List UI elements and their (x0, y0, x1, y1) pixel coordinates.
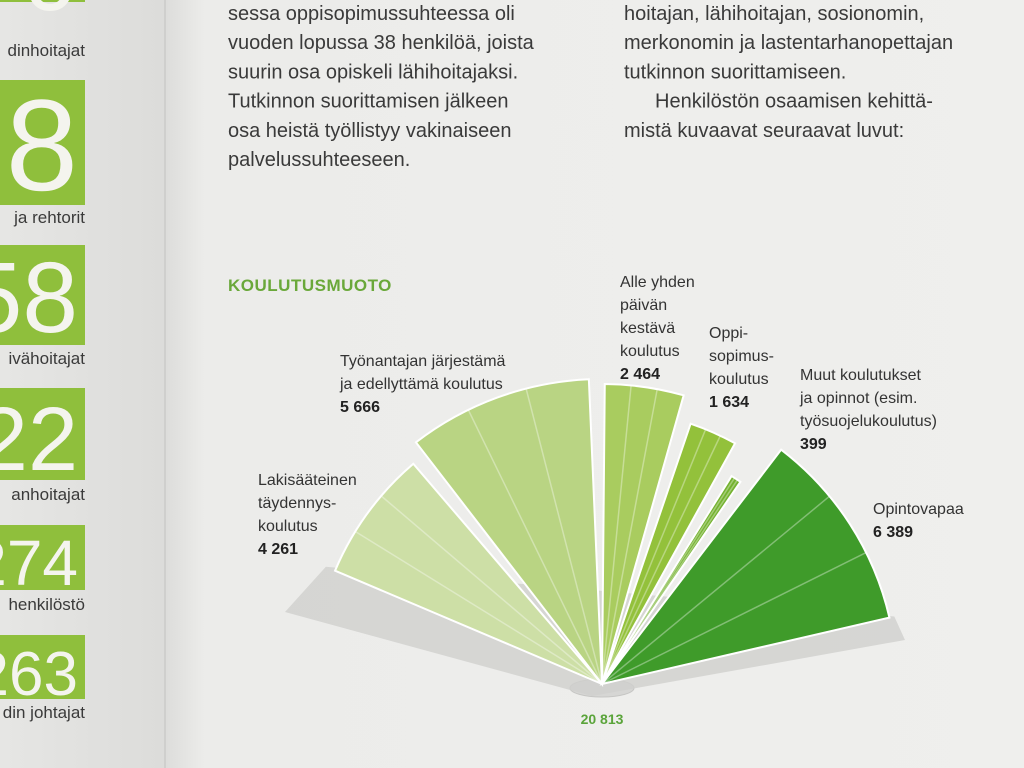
body-line: Henkilöstön osaamisen kehittä- (655, 91, 933, 113)
number-box (0, 388, 85, 480)
fan-segment (333, 462, 603, 685)
body-line: Tutkinnon suorittamisen jälkeen (228, 91, 509, 113)
segment-label: Muut koulutukset (800, 367, 922, 384)
chart-total: 20 813 (581, 711, 624, 727)
fan-segment (601, 474, 742, 685)
segment-value: 1 634 (709, 394, 749, 411)
segment-highlight (601, 428, 707, 685)
segment-label: kestävä (620, 320, 675, 337)
number-box (0, 80, 85, 205)
fan-segment (601, 422, 737, 685)
chart-title: KOULUTUSMUOTO (228, 276, 392, 295)
fan-segment (601, 383, 685, 685)
body-line: osa heistä työllistyy vakinaiseen (228, 120, 511, 142)
sidebar-number: 22 (0, 390, 78, 490)
segment-label: koulutus (709, 371, 769, 388)
sidebar-number: 0 (22, 0, 78, 32)
segment-highlight (601, 479, 739, 685)
fan-chart: Lakisääteinen täydennys-koulutus 4 261 Työn… (258, 274, 964, 696)
segment-label: päivän (620, 297, 667, 314)
segment-label: Opintovapaa (873, 501, 964, 518)
body-line: palvelussuhteeseen. (228, 149, 410, 171)
sidebar-number: 274 (0, 527, 78, 599)
segment-highlight (601, 388, 658, 685)
segment-highlight (467, 409, 603, 685)
body-line: mistä kuvaavat seuraavat luvut: (624, 120, 904, 142)
segment-label: täydennys- (258, 495, 336, 512)
sidebar-number: 263 (0, 640, 78, 709)
segment-value: 6 389 (873, 524, 913, 541)
segment-highlight (525, 388, 603, 685)
fan-segment (599, 448, 891, 686)
segment-label: sopimus- (709, 348, 774, 365)
fan-segment (414, 378, 604, 688)
segment-highlight (380, 495, 603, 685)
segment-highlight (601, 477, 736, 685)
segment-value: 4 261 (258, 541, 298, 558)
sidebar-label: henkilöstö (8, 595, 85, 614)
sidebar-label: dinhoitajat (7, 41, 85, 60)
body-line: hoitajan, lähihoitajan, sosionomin, (624, 3, 924, 25)
segment-highlight (601, 495, 831, 685)
number-box (0, 635, 85, 699)
sidebar-label: anhoitajat (11, 485, 85, 504)
body-line: sessa oppisopimussuhteessa oli (228, 3, 515, 25)
number-box (0, 245, 85, 345)
segment-value: 5 666 (340, 399, 380, 416)
segment-label: Työnantajan järjestämä (340, 353, 506, 370)
segment-label: Alle yhden (620, 274, 695, 291)
text-columns: sessa oppisopimussuhteessa oli vuoden lop… (228, 3, 953, 171)
body-line: vuoden lopussa 38 henkilöä, joista (228, 32, 535, 54)
segment-label: koulutus (620, 343, 680, 360)
number-box (0, 525, 85, 590)
segment-label: ja opinnot (esim. (799, 390, 917, 407)
sidebar-label: ja rehtorit (13, 208, 85, 227)
sidebar-number: 8 (6, 72, 78, 218)
segment-value: 399 (800, 436, 827, 453)
segment-highlight (354, 530, 603, 685)
segment-highlight (601, 551, 867, 685)
segment-value: 2 464 (620, 366, 660, 383)
sidebar-number: 58 (0, 242, 78, 354)
sidebar-label: din johtajat (3, 703, 86, 722)
body-line: suurin osa opiskeli lähihoitajaksi. (228, 61, 518, 83)
segment-label: Oppi- (709, 325, 748, 342)
number-box (0, 0, 85, 2)
segment-label: koulutus (258, 518, 318, 535)
segment-label: työsuojelukoulutus) (800, 413, 937, 430)
body-line: tutkinnon suorittamiseen. (624, 61, 846, 83)
segment-highlight (601, 385, 632, 685)
sidebar: 0 dinhoitajat 8ja rehtorit 58ivähoitajat 22a… (0, 0, 85, 722)
sidebar-label: ivähoitajat (8, 349, 85, 368)
segment-highlight (601, 435, 721, 685)
segment-label: Lakisääteinen (258, 472, 357, 489)
body-line: merkonomin ja lastentarhanopettajan (624, 32, 953, 54)
segment-label: ja edellyttämä koulutus (339, 376, 503, 393)
